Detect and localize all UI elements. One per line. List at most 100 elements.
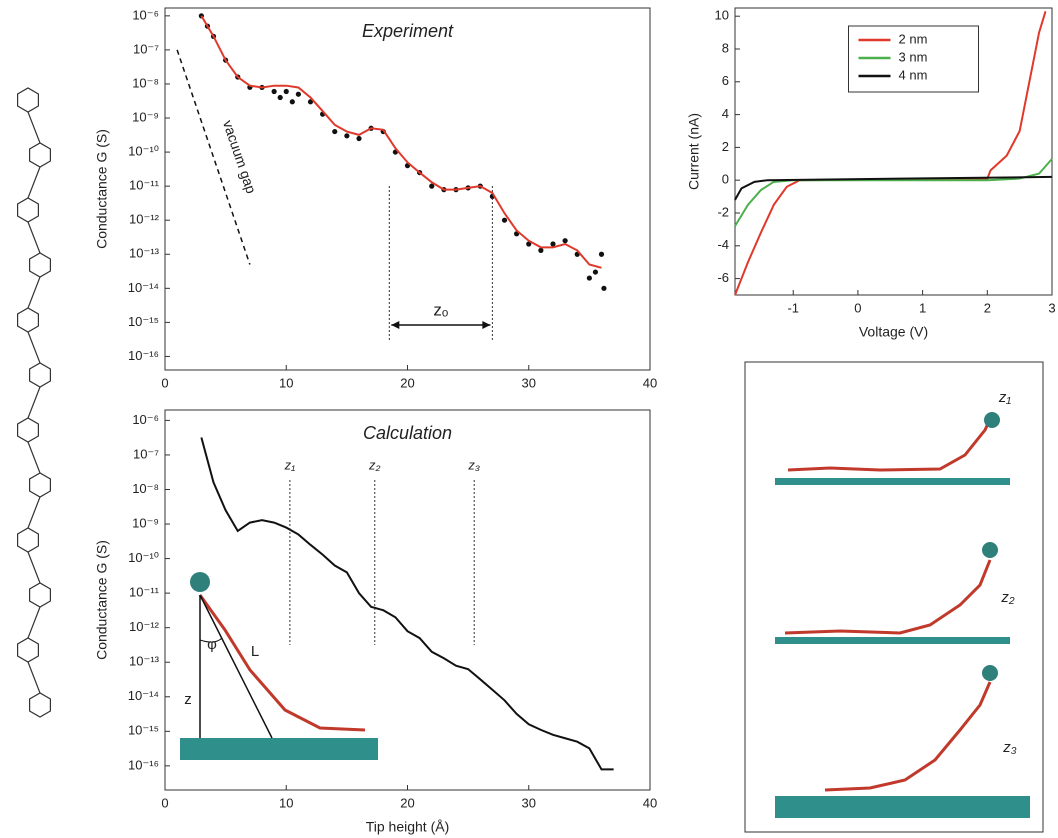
- x-tick-label: 40: [643, 795, 657, 810]
- data-point: [586, 275, 592, 281]
- x-tick-label: 10: [279, 375, 293, 390]
- x-tick-label: 0: [161, 375, 168, 390]
- data-point: [501, 217, 508, 223]
- marker-label: z₂: [368, 457, 381, 472]
- reference-line: [176, 49, 251, 265]
- legend-label: 2 nm: [899, 31, 928, 46]
- molecule-bond: [27, 661, 41, 694]
- data-point: [277, 94, 283, 101]
- structure-label: z₁: [998, 389, 1012, 406]
- angle-arc: [199, 637, 223, 643]
- y-tick-label: 10⁻¹⁵: [128, 314, 159, 329]
- tip: [984, 412, 1000, 428]
- tip: [190, 572, 210, 592]
- x-tick-label: 20: [400, 795, 414, 810]
- x-tick-label: 30: [522, 375, 536, 390]
- y-tick-label: 10⁻⁷: [133, 41, 159, 56]
- data-line: [200, 437, 614, 771]
- molecule-ring: [29, 472, 51, 498]
- molecule-ring: [17, 87, 39, 113]
- y-axis-label: Conductance G (S): [94, 540, 110, 660]
- data-point: [562, 238, 568, 244]
- molecule: [787, 414, 994, 472]
- molecule-ring: [17, 307, 39, 333]
- y-tick-label: 10⁻¹³: [129, 246, 160, 261]
- reference-label: vacuum gap: [220, 118, 260, 196]
- x-axis-label: Voltage (V): [859, 324, 928, 340]
- y-tick-label: 10⁻¹⁴: [128, 688, 159, 703]
- y-tick-label: -2: [717, 204, 729, 219]
- y-tick-label: 10⁻⁸: [132, 481, 159, 496]
- data-point: [344, 133, 350, 139]
- molecule-bond: [27, 166, 41, 199]
- x-tick-label: 1: [919, 300, 926, 315]
- molecule-bond: [27, 221, 41, 254]
- y-tick-label: 8: [722, 40, 729, 55]
- molecule-ring: [29, 692, 51, 718]
- x-tick-label: 20: [400, 375, 414, 390]
- molecule-bond: [27, 551, 41, 584]
- x-tick-label: 2: [984, 300, 991, 315]
- surface: [775, 796, 1030, 818]
- y-tick-label: 10⁻¹¹: [129, 178, 160, 193]
- molecule-bond: [27, 606, 41, 639]
- tip: [982, 665, 998, 681]
- molecule-bond: [27, 496, 41, 529]
- y-tick-label: 10⁻¹²: [129, 619, 160, 634]
- y-tick-label: 10⁻⁶: [132, 412, 159, 427]
- molecule: [198, 594, 366, 732]
- span-label: zₒ: [433, 300, 448, 319]
- y-tick-label: 4: [722, 106, 729, 121]
- y-tick-label: 10⁻⁷: [133, 446, 159, 461]
- data-point: [271, 88, 277, 95]
- x-tick-label: 30: [522, 795, 536, 810]
- x-tick-label: 0: [854, 300, 861, 315]
- molecule-ring: [29, 582, 51, 608]
- data-line: [734, 175, 1053, 201]
- surface: [775, 478, 1010, 485]
- data-point: [601, 285, 607, 291]
- y-tick-label: 10⁻¹⁶: [128, 757, 159, 772]
- plot-frame: [734, 7, 1053, 296]
- plot-frame: [164, 409, 651, 791]
- y-tick-label: 10⁻⁹: [132, 109, 159, 124]
- y-tick-label: 10⁻¹³: [129, 654, 160, 669]
- x-axis-label: Tip height (Å): [366, 819, 450, 835]
- tip: [982, 542, 998, 558]
- molecule-ring: [17, 637, 39, 663]
- surface: [180, 738, 378, 760]
- data-point: [307, 99, 314, 105]
- y-tick-label: -6: [717, 270, 729, 285]
- l-arrow: [199, 594, 273, 739]
- inset-label: z: [184, 691, 192, 708]
- molecule-ring: [17, 527, 39, 553]
- molecule-ring: [29, 362, 51, 388]
- plot-frame: [164, 7, 651, 371]
- y-tick-label: 10⁻¹⁰: [128, 144, 159, 159]
- y-axis-label: Conductance G (S): [94, 129, 110, 249]
- y-tick-label: 10⁻¹⁴: [128, 280, 159, 295]
- y-tick-label: 10⁻¹²: [129, 212, 160, 227]
- y-tick-label: 10⁻¹⁶: [128, 348, 159, 363]
- data-line: [734, 10, 1047, 296]
- y-tick-label: 6: [722, 73, 729, 88]
- y-tick-label: 10⁻¹⁵: [128, 723, 159, 738]
- y-tick-label: 2: [722, 139, 729, 154]
- data-point: [598, 251, 605, 257]
- y-tick-label: -4: [717, 237, 729, 252]
- molecule: [784, 559, 992, 635]
- data-point: [538, 247, 544, 253]
- y-tick-label: 10⁻¹⁰: [128, 550, 159, 565]
- molecule-ring: [29, 252, 51, 278]
- y-tick-label: 10: [715, 8, 729, 23]
- data-point: [550, 241, 556, 247]
- legend-label: 3 nm: [899, 49, 928, 64]
- y-tick-label: 10⁻⁶: [132, 7, 159, 22]
- chart-title: Experiment: [362, 21, 454, 41]
- data-point: [429, 183, 435, 189]
- molecule-ring: [29, 142, 51, 168]
- data-point: [283, 88, 289, 95]
- structure-panel-frame: [744, 361, 1044, 833]
- structure-label: z₃: [1002, 739, 1017, 756]
- y-tick-label: 10⁻⁸: [132, 75, 159, 90]
